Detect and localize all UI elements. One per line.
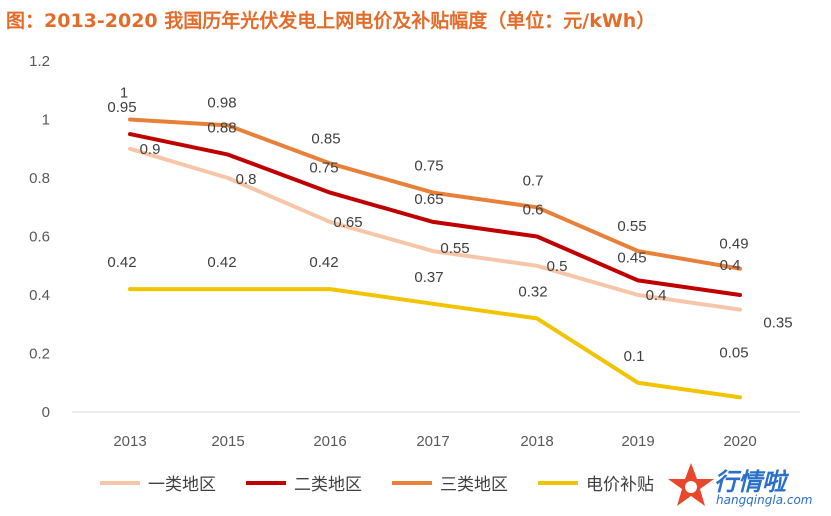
legend-item: 三类地区 (392, 470, 508, 495)
data-label: 0.42 (107, 254, 136, 271)
data-label: 1 (120, 85, 128, 102)
data-label: 0.35 (763, 315, 792, 332)
data-label: 0.95 (107, 99, 136, 116)
legend-label: 三类地区 (440, 475, 508, 495)
data-label: 0.1 (624, 348, 645, 365)
series-line-2 (128, 132, 742, 297)
data-label: 0.42 (309, 254, 338, 271)
data-label: 0.4 (720, 257, 741, 274)
data-label: 0.4 (646, 287, 667, 304)
data-label: 0.75 (414, 158, 443, 175)
x-tick-label: 2013 (113, 433, 146, 450)
data-label: 0.8 (236, 171, 257, 188)
data-label: 0.88 (207, 120, 236, 137)
legend-swatch (246, 480, 286, 485)
data-label: 0.98 (207, 94, 236, 111)
data-label: 0.37 (414, 269, 443, 286)
data-label: 0.32 (518, 283, 547, 300)
data-label: 0.65 (414, 191, 443, 208)
series-line-4 (128, 287, 742, 400)
data-label: 0.65 (333, 214, 362, 231)
data-label: 0.05 (719, 344, 748, 361)
legend-item: 电价补贴 (538, 470, 654, 495)
y-tick-label: 0.6 (29, 229, 50, 246)
legend: 一类地区 二类地区 三类地区 电价补贴 (100, 470, 684, 495)
legend-swatch (100, 480, 140, 485)
y-tick-label: 0.2 (29, 346, 50, 363)
data-label: 0.5 (547, 258, 568, 275)
legend-item: 二类地区 (246, 470, 362, 495)
legend-item: 一类地区 (100, 470, 216, 495)
data-label: 0.49 (719, 236, 748, 253)
x-tick-label: 2020 (723, 433, 756, 450)
data-label: 0.42 (207, 254, 236, 271)
watermark-url: hangqingla.com (716, 493, 813, 507)
data-label: 0.75 (309, 160, 338, 177)
series-line-1 (128, 146, 742, 312)
data-label: 0.85 (311, 130, 340, 147)
legend-label: 一类地区 (148, 475, 216, 495)
watermark-brand: 行情啦 (714, 468, 786, 496)
x-tick-label: 2017 (416, 433, 449, 450)
data-label: 0.6 (523, 202, 544, 219)
series-line-3 (128, 117, 742, 271)
y-tick-label: 1 (42, 112, 50, 129)
y-tick-label: 0.8 (29, 170, 50, 187)
data-label: 0.9 (140, 141, 161, 158)
data-label: 0.45 (617, 249, 646, 266)
y-tick-label: 0 (42, 404, 50, 421)
data-label: 0.55 (617, 218, 646, 235)
x-tick-label: 2018 (520, 433, 553, 450)
data-label: 0.55 (440, 240, 469, 257)
legend-label: 电价补贴 (586, 475, 654, 495)
y-tick-label: 1.2 (29, 53, 50, 70)
y-tick-label: 0.4 (29, 287, 50, 304)
legend-swatch (392, 480, 432, 485)
legend-label: 二类地区 (294, 475, 362, 495)
watermark-logo: 行情啦 hangqingla.com (664, 458, 829, 513)
legend-swatch (538, 480, 578, 485)
star-logo-icon (668, 463, 714, 506)
chart-title: 图：2013-2020 我国历年光伏发电上网电价及补贴幅度（单位：元/kWh） (6, 10, 656, 32)
x-tick-label: 2015 (211, 433, 244, 450)
data-label: 0.7 (523, 172, 544, 189)
x-tick-label: 2019 (621, 433, 654, 450)
x-tick-label: 2016 (313, 433, 346, 450)
